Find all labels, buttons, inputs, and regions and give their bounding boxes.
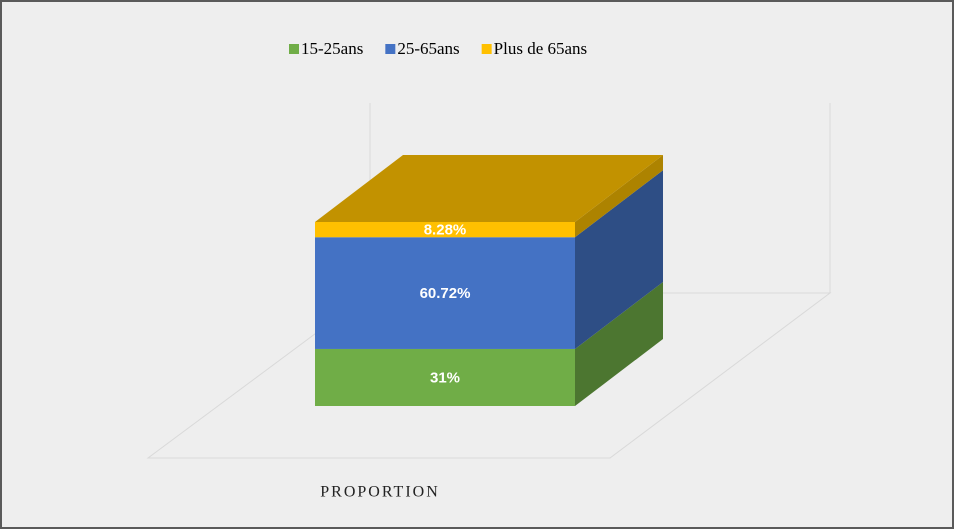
legend-label: Plus de 65ans — [494, 39, 588, 58]
legend-swatch — [289, 44, 299, 54]
data-label: 31% — [430, 369, 460, 386]
bar-segment — [315, 348, 575, 406]
legend-label: 25-65ans — [397, 39, 459, 58]
data-label: 8.28% — [424, 222, 467, 239]
bar-segment — [315, 237, 575, 349]
legend-swatch — [385, 44, 396, 54]
bar-side — [575, 170, 663, 349]
legend-swatch — [481, 44, 492, 54]
bar-side — [575, 155, 663, 238]
floor — [146, 292, 832, 459]
x-tick-label: PROPORTION — [320, 484, 440, 501]
legend-label: 15-25ans — [301, 39, 363, 58]
bar-segment — [315, 222, 575, 238]
bar-side — [575, 281, 663, 406]
data-label: 60.72% — [420, 285, 471, 302]
bar-top — [315, 155, 663, 222]
